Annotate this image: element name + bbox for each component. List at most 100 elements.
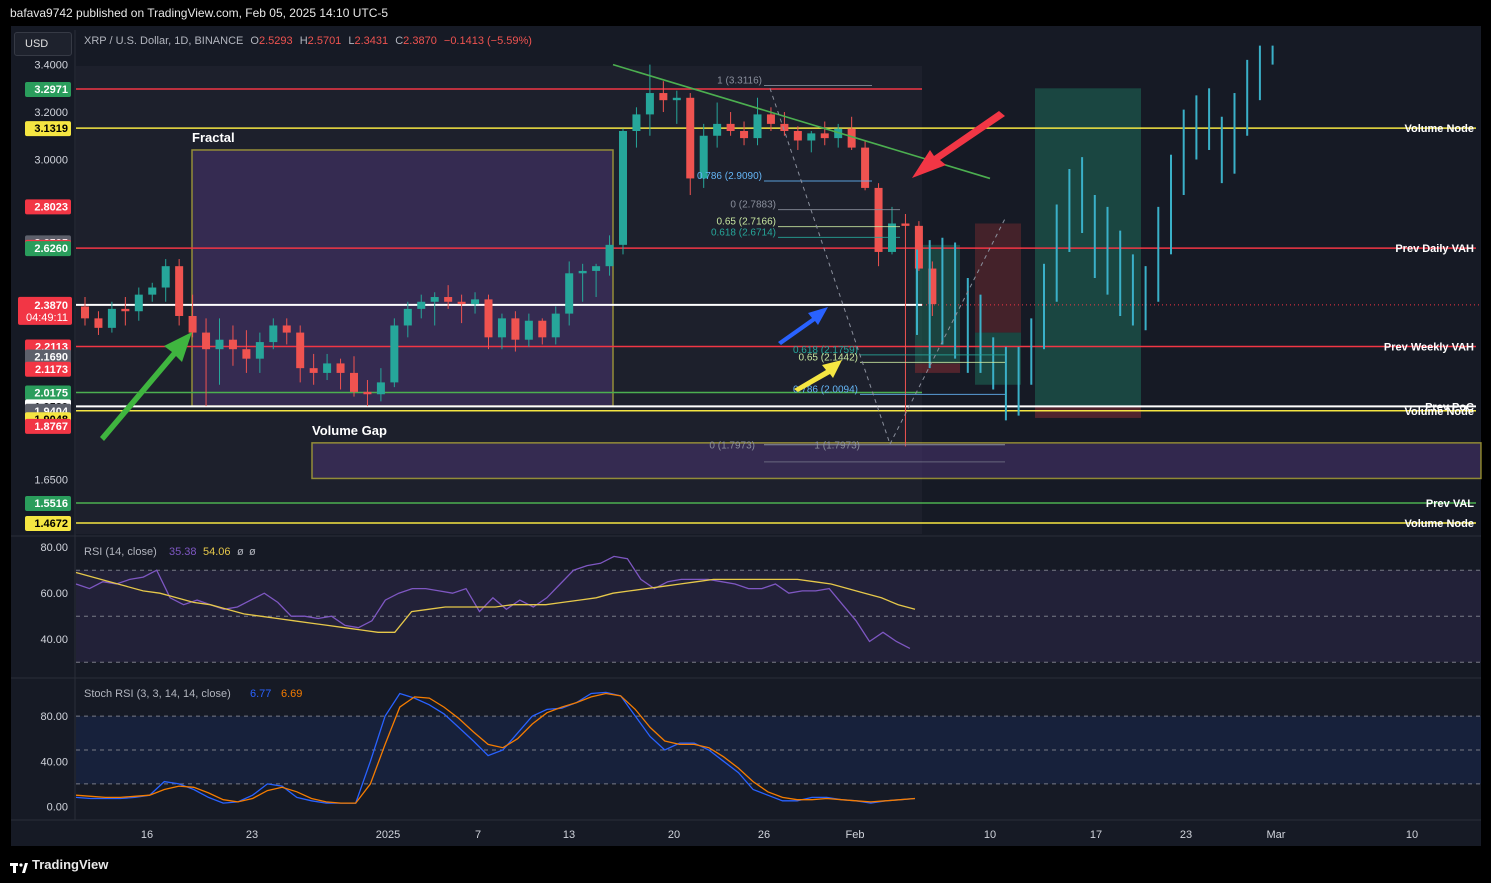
level-label: Volume Node bbox=[1405, 518, 1474, 530]
candle bbox=[592, 266, 601, 271]
candle bbox=[565, 273, 574, 314]
candle bbox=[484, 299, 493, 338]
red-arrow-icon bbox=[912, 111, 1005, 178]
fib-label: 0 (2.7883) bbox=[730, 200, 776, 211]
price-tick: 1.6500 bbox=[34, 475, 68, 487]
price-label-bg bbox=[18, 296, 72, 325]
price-label-bg bbox=[25, 385, 71, 401]
target-zone bbox=[1035, 88, 1141, 407]
stoch-tick: 0.00 bbox=[47, 801, 68, 813]
time-tick: Mar bbox=[1267, 829, 1286, 841]
fib-connector bbox=[769, 88, 891, 445]
candle bbox=[444, 297, 453, 302]
candle bbox=[686, 97, 695, 179]
time-tick: 7 bbox=[475, 829, 481, 841]
candle bbox=[713, 123, 722, 136]
stoch-series-line bbox=[75, 692, 916, 804]
candle bbox=[309, 368, 318, 373]
candle bbox=[793, 131, 802, 141]
price-label: 3.1319 bbox=[34, 123, 68, 135]
candle bbox=[847, 128, 856, 148]
price-label-bg bbox=[25, 199, 71, 215]
candle bbox=[471, 299, 480, 305]
rsi-legend-value: 54.06 bbox=[203, 546, 231, 558]
candle bbox=[94, 318, 103, 328]
volume-gap-label: Volume Gap bbox=[312, 423, 387, 438]
candle bbox=[538, 320, 547, 338]
level-label: Volume Node bbox=[1405, 406, 1474, 418]
candle bbox=[511, 318, 520, 340]
candle bbox=[215, 339, 224, 350]
countdown-label: 04:49:11 bbox=[26, 312, 68, 324]
tradingview-brand: TradingView bbox=[10, 857, 109, 873]
time-tick: 16 bbox=[141, 829, 153, 841]
candle bbox=[121, 308, 130, 312]
yellow-arrow-icon bbox=[794, 360, 842, 392]
candle bbox=[134, 294, 143, 312]
candle bbox=[861, 147, 870, 188]
time-tick: 10 bbox=[984, 829, 996, 841]
candle bbox=[228, 339, 237, 350]
reward-zone bbox=[975, 332, 1021, 385]
symbol-legend: XRP / U.S. Dollar, 1D, BINANCE O2.5293 H… bbox=[84, 35, 532, 47]
price-label-bg bbox=[25, 515, 71, 531]
entry-stop-zone bbox=[915, 363, 960, 373]
brand-name: TradingView bbox=[32, 857, 109, 872]
candle bbox=[645, 93, 654, 115]
price-label-bg bbox=[25, 349, 71, 365]
fib-label: 0 (1.7973) bbox=[709, 441, 755, 452]
candle bbox=[296, 332, 305, 369]
rsi-legend-value: 35.38 bbox=[169, 546, 197, 558]
candle bbox=[148, 287, 157, 295]
level-label: Prev Weekly VAH bbox=[1384, 342, 1474, 354]
candle bbox=[350, 372, 358, 392]
level-label: Prev VAL bbox=[1426, 498, 1474, 510]
candle bbox=[269, 325, 278, 343]
candle bbox=[107, 308, 116, 328]
fib-label: 0.65 (2.1442) bbox=[799, 352, 859, 363]
candle bbox=[457, 301, 466, 305]
fractal-zone bbox=[191, 149, 614, 407]
candle bbox=[780, 123, 789, 132]
stoch-legend-value: 6.77 bbox=[250, 688, 271, 700]
rsi-legend-value: ø bbox=[237, 546, 244, 558]
open-label: O bbox=[250, 35, 259, 47]
high-value: 2.5701 bbox=[307, 35, 342, 47]
price-tick: 3.0000 bbox=[34, 154, 68, 166]
candle bbox=[430, 297, 439, 302]
candle bbox=[740, 131, 749, 139]
time-tick: 10 bbox=[1406, 829, 1418, 841]
level-label: Volume Node bbox=[1405, 123, 1474, 135]
candle bbox=[376, 382, 385, 395]
low-label: L bbox=[348, 35, 355, 47]
candle bbox=[820, 133, 829, 139]
stop-zone bbox=[1035, 406, 1141, 418]
rsi-series-line bbox=[75, 571, 916, 633]
price-label: 1.8767 bbox=[34, 421, 68, 433]
stoch-legend-value: 6.69 bbox=[281, 688, 302, 700]
candle bbox=[914, 225, 923, 269]
blue-arrow-icon bbox=[778, 307, 828, 345]
candle bbox=[403, 308, 412, 326]
price-label: 2.3870 bbox=[34, 300, 68, 312]
candle bbox=[605, 244, 614, 267]
fib-label: 0.65 (2.7166) bbox=[717, 217, 777, 228]
publisher-line: bafava9742 published on TradingView.com,… bbox=[10, 6, 389, 20]
candle bbox=[323, 363, 332, 373]
candle bbox=[175, 266, 184, 316]
price-label-bg bbox=[25, 418, 71, 434]
time-tick: 23 bbox=[246, 829, 258, 841]
price-label-bg bbox=[25, 361, 71, 377]
risk-zone bbox=[975, 223, 1021, 333]
price-label: 2.0175 bbox=[34, 387, 68, 399]
currency-button[interactable]: USD bbox=[14, 32, 72, 56]
candle bbox=[659, 93, 668, 101]
fib-connector bbox=[889, 218, 1006, 445]
candle bbox=[578, 270, 587, 274]
low-value: 2.3431 bbox=[354, 35, 389, 47]
change-value: −0.1413 (−5.59%) bbox=[443, 35, 532, 47]
high-label: H bbox=[299, 35, 308, 47]
rsi-tick: 80.00 bbox=[40, 542, 68, 554]
price-label: 1.4672 bbox=[34, 518, 68, 530]
